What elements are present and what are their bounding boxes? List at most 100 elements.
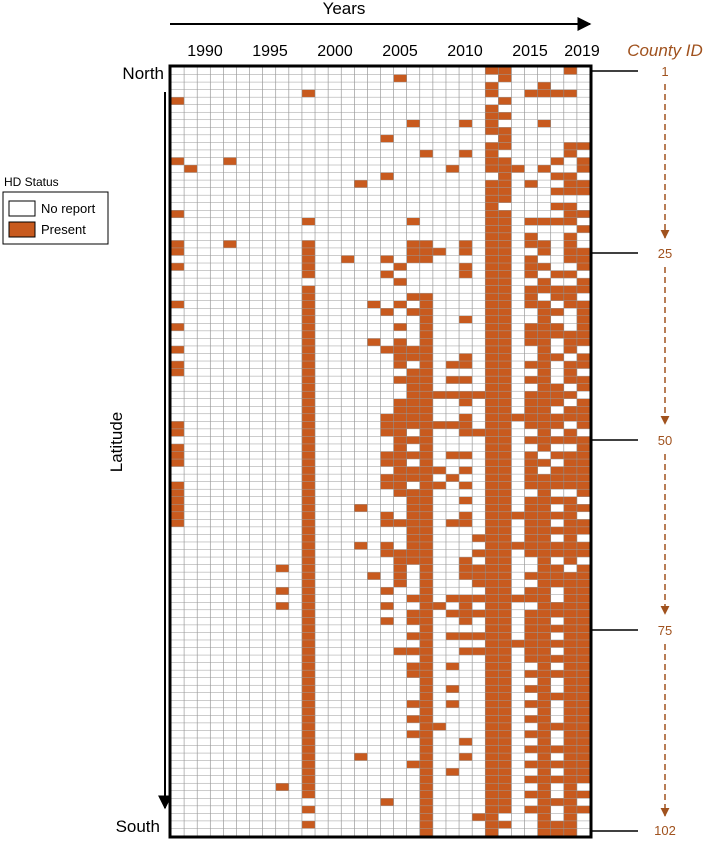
heatmap-cell-present xyxy=(406,617,420,625)
heatmap-cell-present xyxy=(406,255,420,264)
heatmap-cell-present xyxy=(563,632,577,640)
heatmap-cell-present xyxy=(419,330,433,339)
heatmap-cell-present xyxy=(301,594,316,603)
heatmap-cell-present xyxy=(550,526,564,535)
heatmap-cell-present xyxy=(537,670,551,678)
heatmap-cell-present xyxy=(550,670,564,678)
heatmap-cell-present xyxy=(498,783,512,791)
heatmap-cell-present xyxy=(301,345,316,354)
heatmap-cell-present xyxy=(393,406,407,414)
heatmap-cell-present xyxy=(563,376,577,384)
heatmap-cell-present xyxy=(445,391,460,399)
heatmap-cell-present xyxy=(498,753,512,761)
heatmap-cell-present xyxy=(393,564,407,573)
heatmap-cell-present xyxy=(406,511,420,520)
heatmap-cell-present xyxy=(576,587,590,595)
heatmap-cell-present xyxy=(485,451,499,460)
heatmap-cell-present xyxy=(432,722,446,731)
heatmap-cell-present xyxy=(419,828,433,836)
heatmap-cell-present xyxy=(563,798,577,806)
heatmap-cell-present xyxy=(419,685,433,693)
heatmap-cell-present xyxy=(485,775,499,784)
heatmap-cell-present xyxy=(171,443,185,452)
heatmap-cell-present xyxy=(498,134,512,143)
heatmap-cell-present xyxy=(550,270,564,279)
heatmap-cell-present xyxy=(498,594,512,603)
heatmap-cell-present xyxy=(563,451,577,460)
heatmap-cell-present xyxy=(459,564,473,573)
heatmap-cell-present xyxy=(485,187,499,196)
heatmap-cell-present xyxy=(459,353,473,362)
heatmap-cell-present xyxy=(498,737,512,746)
heatmap-cell-present xyxy=(511,165,525,173)
heatmap-cell-present xyxy=(576,285,590,294)
heatmap-cell-present xyxy=(524,632,538,640)
heatmap-cell-present xyxy=(576,579,590,588)
heatmap-cell-present xyxy=(419,768,433,776)
heatmap-cell-present xyxy=(498,330,512,339)
heatmap-cell-present xyxy=(419,338,433,346)
heatmap-cell-present xyxy=(524,293,538,301)
heatmap-cell-present xyxy=(550,421,564,429)
heatmap-cell-present xyxy=(485,149,499,158)
heatmap-cell-present xyxy=(550,398,564,407)
heatmap-cell-present xyxy=(537,361,551,369)
heatmap-cell-present xyxy=(406,700,420,708)
heatmap-cell-present xyxy=(524,406,538,414)
heatmap-cell-present xyxy=(524,89,538,98)
heatmap-cell-present xyxy=(524,624,538,633)
heatmap-cell-present xyxy=(498,579,512,588)
heatmap-cell-present xyxy=(498,624,512,633)
heatmap-cell-present xyxy=(171,504,185,512)
heatmap-cell-present xyxy=(524,232,538,241)
heatmap-cell-present xyxy=(485,270,499,279)
heatmap-cell-present xyxy=(563,677,577,686)
heatmap-cell-present xyxy=(576,775,590,784)
heatmap-cell-present xyxy=(380,172,394,181)
heatmap-cell-present xyxy=(498,481,512,490)
heatmap-cell-present xyxy=(563,617,577,625)
heatmap-cell-present xyxy=(445,768,460,776)
heatmap-cell-present xyxy=(301,587,316,595)
heatmap-cell-present xyxy=(485,677,499,686)
heatmap-cell-present xyxy=(393,451,407,460)
heatmap-cell-present xyxy=(301,338,316,346)
heatmap-cell-present xyxy=(445,421,460,429)
heatmap-cell-present xyxy=(419,632,433,640)
heatmap-cell-present xyxy=(459,413,473,422)
heatmap-cell-present xyxy=(563,602,577,610)
heatmap-cell-present xyxy=(485,368,499,377)
heatmap-cell-present xyxy=(459,519,473,527)
heatmap-cell-present xyxy=(459,398,473,407)
heatmap-cell-present xyxy=(498,376,512,384)
heatmap-cell-present xyxy=(537,783,551,791)
heatmap-cell-present xyxy=(171,157,185,166)
heatmap-cell-present xyxy=(576,670,590,678)
heatmap-cell-present xyxy=(537,813,551,821)
heatmap-cell-present xyxy=(537,345,551,354)
heatmap-cell-present xyxy=(380,511,394,520)
heatmap-cell-present xyxy=(393,647,407,656)
heatmap-cell-present xyxy=(550,353,564,362)
heatmap-cell-present xyxy=(563,541,577,550)
heatmap-cell-present xyxy=(445,685,460,693)
heatmap-cell-present xyxy=(459,481,473,490)
heatmap-cell-present xyxy=(537,519,551,527)
heatmap-cell-present xyxy=(419,308,433,316)
heatmap-cell-present xyxy=(524,534,538,542)
heatmap-cell-present xyxy=(406,541,420,550)
heatmap-cell-present xyxy=(406,436,420,444)
heatmap-cell-present xyxy=(485,436,499,444)
heatmap-cell-present xyxy=(576,338,590,346)
heatmap-cell-present xyxy=(498,557,512,565)
heatmap-cell-present xyxy=(459,632,473,640)
heatmap-cell-present xyxy=(537,443,551,452)
heatmap-cell-present xyxy=(563,240,577,248)
heatmap-cell-present xyxy=(301,361,316,369)
heatmap-cell-present xyxy=(537,428,551,437)
heatmap-cell-present xyxy=(301,526,316,535)
heatmap-cell-present xyxy=(524,685,538,693)
heatmap-cell-present xyxy=(301,760,316,769)
x-tick-label: 2019 xyxy=(564,43,600,60)
heatmap-cell-present xyxy=(485,798,499,806)
